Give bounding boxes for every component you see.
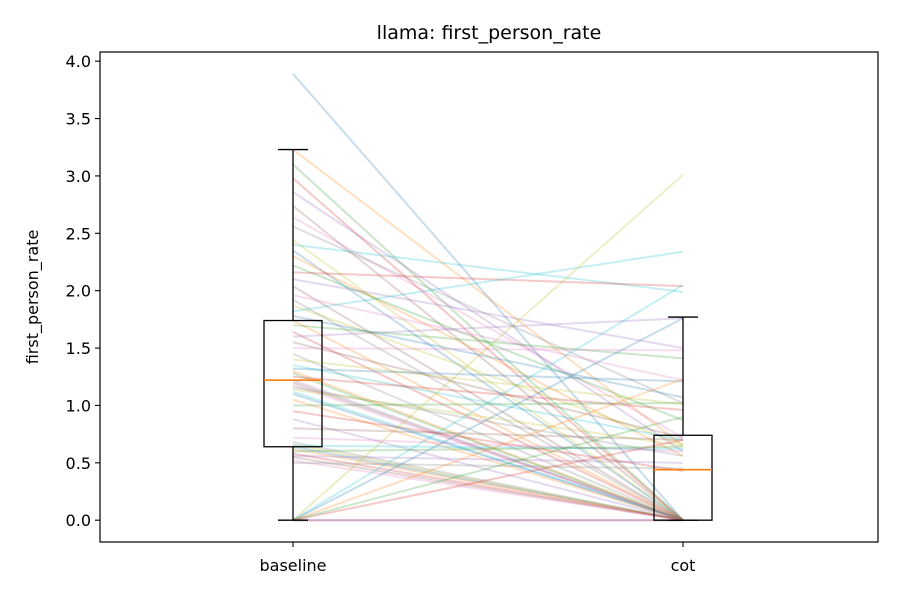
pair-line <box>292 225 684 405</box>
y-tick-label: 0.5 <box>66 454 91 473</box>
pair-line <box>292 347 684 352</box>
y-axis: 0.0 0.5 1.0 1.5 2.0 2.5 3.0 3.5 4.0 <box>66 52 100 530</box>
pair-line <box>292 444 684 451</box>
pair-line <box>292 239 684 522</box>
pair-lines <box>292 73 684 522</box>
pair-line <box>292 73 684 521</box>
pair-line <box>292 386 684 457</box>
pair-line <box>292 375 684 412</box>
y-tick-label: 0.0 <box>66 511 91 530</box>
pair-line <box>292 448 684 522</box>
y-tick-label: 1.5 <box>66 339 91 358</box>
iqr-box <box>263 319 323 448</box>
pair-line <box>292 378 684 522</box>
iqr-box <box>653 434 713 521</box>
pair-line <box>292 294 684 382</box>
pair-line <box>292 441 684 522</box>
pair-line <box>292 370 684 522</box>
pair-line <box>292 438 684 522</box>
pair-line <box>292 331 684 522</box>
y-tick-label: 3.5 <box>66 110 91 129</box>
pair-line <box>292 298 684 522</box>
pair-line <box>292 379 684 522</box>
pair-line <box>292 243 684 293</box>
pair-line <box>292 443 684 522</box>
pair-line <box>292 372 684 522</box>
pair-line <box>292 427 684 441</box>
pair-line <box>292 445 684 522</box>
x-tick-label: baseline <box>259 556 326 575</box>
pair-line <box>292 461 684 470</box>
pair-line <box>292 304 684 446</box>
plot-frame <box>99 51 879 543</box>
pair-line <box>292 285 684 522</box>
pair-line <box>292 278 684 350</box>
boxes <box>263 148 713 521</box>
pair-line <box>292 319 684 522</box>
pair-line <box>292 177 684 521</box>
pair-line <box>292 388 684 447</box>
y-tick-label: 3.0 <box>66 167 91 186</box>
pair-line <box>292 204 684 521</box>
pair-line <box>292 191 684 453</box>
pair-line <box>292 317 684 522</box>
pair-line <box>292 456 684 522</box>
pair-line <box>292 249 684 522</box>
y-tick-label: 2.0 <box>66 282 91 301</box>
pair-line <box>292 264 684 422</box>
pair-line <box>292 383 684 522</box>
pair-line <box>292 255 684 457</box>
pair-line <box>292 381 684 522</box>
pair-line <box>292 284 684 522</box>
pair-line <box>292 459 684 522</box>
pair-line <box>292 390 684 522</box>
pair-line <box>292 402 684 407</box>
pair-line <box>292 393 684 522</box>
y-axis-label: first_person_rate <box>23 230 43 365</box>
box-baseline <box>263 148 323 521</box>
pair-line <box>292 271 684 288</box>
pair-line <box>292 415 684 522</box>
pair-line <box>292 163 684 521</box>
pair-line <box>292 174 684 521</box>
pair-line <box>292 398 684 522</box>
pair-line <box>292 436 684 453</box>
y-tick-label: 2.5 <box>66 224 91 243</box>
x-axis: baseline cot <box>259 542 695 575</box>
pair-line <box>292 452 684 522</box>
y-tick-label: 4.0 <box>66 52 91 71</box>
pair-line <box>292 410 684 472</box>
pair-line <box>292 358 684 406</box>
pair-line <box>292 324 684 360</box>
pair-line <box>292 454 684 464</box>
pair-line <box>292 352 684 522</box>
pair-line <box>292 418 684 522</box>
pair-line <box>292 367 684 383</box>
pair-line <box>292 148 684 447</box>
box-cot <box>653 316 713 521</box>
pair-line <box>292 445 684 453</box>
y-tick-label: 1.0 <box>66 396 91 415</box>
x-tick-label: cot <box>671 556 696 575</box>
pair-line <box>292 250 684 313</box>
pair-line <box>292 364 684 441</box>
pair-line <box>292 341 684 439</box>
pair-line <box>292 314 684 399</box>
pair-line <box>292 317 684 338</box>
pair-line <box>292 216 684 439</box>
chart-title: llama: first_person_rate <box>377 22 602 44</box>
